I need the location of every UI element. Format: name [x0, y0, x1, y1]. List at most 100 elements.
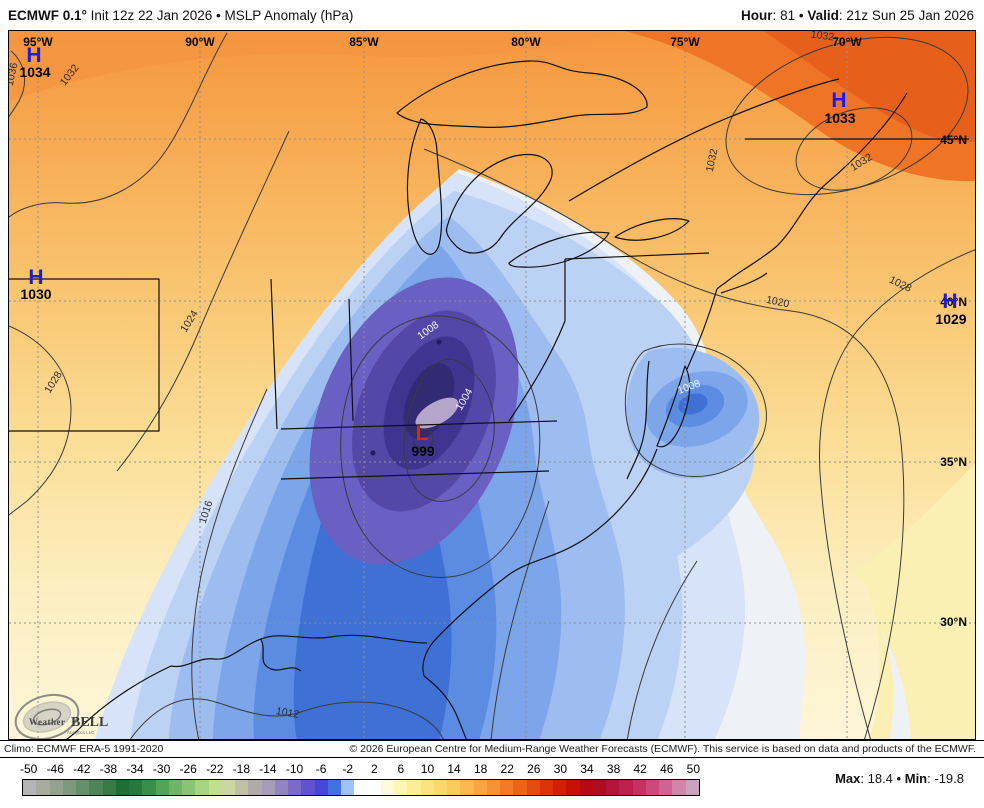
title-bullet: • — [216, 7, 221, 23]
colorbar-cell — [433, 780, 447, 795]
pressure-center-value: 1029 — [935, 311, 966, 327]
contour-label: 1012 — [275, 705, 300, 721]
colorbar-tick: -14 — [259, 762, 277, 776]
colorbar-cell — [129, 780, 143, 795]
colorbar-cell — [632, 780, 646, 795]
se-coast — [422, 448, 658, 739]
colorbar-tick: 42 — [633, 762, 647, 776]
lake-huron — [445, 153, 553, 254]
pressure-center-letter: H — [26, 44, 41, 67]
colorbar-cell — [23, 780, 37, 795]
colorbar-tick: 38 — [606, 762, 621, 776]
contour-label: 1036 — [9, 62, 20, 87]
contour-label: 1032 — [704, 148, 721, 173]
colorbar-cell — [460, 780, 474, 795]
colorbar-tick: -30 — [152, 762, 171, 776]
min-dot-1 — [370, 450, 376, 456]
colorbar-cell — [221, 780, 235, 795]
colorbar-cell — [49, 780, 63, 795]
border-6 — [564, 252, 710, 260]
colorbar-tick: -50 — [19, 762, 38, 776]
colorbar-cell — [248, 780, 262, 795]
pressure-center-value: 1034 — [19, 64, 50, 80]
colorbar-cell — [380, 780, 394, 795]
pressure-center-value: 1030 — [20, 286, 51, 302]
colorbar-cell — [513, 780, 527, 795]
geography-lines — [9, 60, 969, 739]
colorbar-tick: 2 — [370, 762, 378, 776]
colorbar-cell — [36, 780, 50, 795]
colorbar-tick: 18 — [473, 762, 488, 776]
colorbar-tick-labels: -50 -46 -42 -38 -34 -30 -26 -22 -18 -14 -10 -6 -2 2 6 1… — [19, 762, 700, 778]
latitude-label: 35°N — [940, 455, 967, 469]
delmarva — [656, 365, 691, 448]
colorbar-tick: 30 — [553, 762, 568, 776]
weatherbell-logo: Weather BELL Analytics LLC — [14, 693, 108, 739]
max-min-readout: Max: 18.4 • Min: -19.8 — [835, 771, 964, 786]
st-lawrence — [568, 78, 840, 202]
long-island — [720, 272, 768, 294]
attribution-bar: Climo: ECMWF ERA-5 1991-2020 © 2026 Euro… — [0, 740, 984, 758]
contour-label: 1020 — [765, 294, 790, 311]
longitude-label: 85°W — [349, 35, 379, 49]
colorbar-cell — [274, 780, 288, 795]
colorbar-tick: -10 — [285, 762, 304, 776]
colorbar-tick: 26 — [527, 762, 541, 776]
map-title: ECMWF 0.1° Init 12z 22 Jan 2026 • MSLP A… — [8, 7, 354, 23]
longitude-label: 75°W — [670, 35, 700, 49]
warm-top-strip — [9, 31, 624, 101]
longitude-label: 95°W — [23, 35, 53, 49]
colorbar-cell — [155, 780, 169, 795]
colorbar-cell — [592, 780, 606, 795]
colorbar-tick: -34 — [126, 762, 144, 776]
colorbar-cell — [142, 780, 156, 795]
colorbar-tick: -38 — [99, 762, 118, 776]
colorbar-tick: -26 — [179, 762, 197, 776]
colorbar-cell — [168, 780, 182, 795]
colorbar-cell — [102, 780, 116, 795]
legend-zone: -50 -46 -42 -38 -34 -30 -26 -22 -18 -14 -10 -6 -2 2 6 1… — [0, 758, 984, 808]
colorbar-tick: 14 — [447, 762, 461, 776]
longitude-label: 80°W — [511, 35, 541, 49]
colorbar-cell — [526, 780, 540, 795]
svg-text:Analytics LLC: Analytics LLC — [67, 730, 95, 735]
colorbar-cell — [394, 780, 408, 795]
neutral-notch-se — [881, 629, 911, 739]
valid-time: Hour: 81 • Valid: 21z Sun 25 Jan 2026 — [741, 7, 974, 23]
colorbar-cell — [115, 780, 129, 795]
colorbar-cell — [301, 780, 315, 795]
ne-coast — [686, 92, 908, 370]
colorbar-cell — [579, 780, 593, 795]
colorbar-cell — [539, 780, 553, 795]
colorbar-cell — [367, 780, 381, 795]
colorbar-tick: 22 — [500, 762, 514, 776]
latitude-label: 45°N — [940, 133, 967, 147]
gulf-coast — [65, 634, 428, 739]
colorbar-cell — [606, 780, 620, 795]
colorbar-cell — [314, 780, 328, 795]
lake-erie — [508, 231, 610, 268]
colorbar-tick: 34 — [580, 762, 594, 776]
pressure-center-letter: H — [831, 89, 846, 112]
chesapeake-bay — [626, 360, 650, 480]
border-8 — [348, 298, 354, 422]
colorbar-cell — [76, 780, 90, 795]
colorbar-cell — [195, 780, 209, 795]
copyright-note: © 2026 European Centre for Medium-Range … — [349, 743, 976, 755]
isobar-contours — [9, 32, 975, 739]
colorbar-cell — [672, 780, 686, 795]
colorbar-tick: -46 — [46, 762, 64, 776]
border-3 — [280, 420, 558, 430]
colorbar-cell — [685, 780, 699, 795]
colorbar-cell — [62, 780, 76, 795]
field-name: MSLP Anomaly (hPa) — [224, 7, 354, 23]
max-value: 18.4 — [867, 771, 893, 786]
graticule — [9, 31, 975, 739]
border-1 — [9, 278, 160, 432]
la-delta — [260, 638, 302, 672]
pressure-center-letter: H — [28, 266, 43, 289]
contour-label: 1032 — [810, 31, 835, 44]
svg-text:Weather: Weather — [29, 717, 66, 727]
colorbar-cell — [566, 780, 580, 795]
